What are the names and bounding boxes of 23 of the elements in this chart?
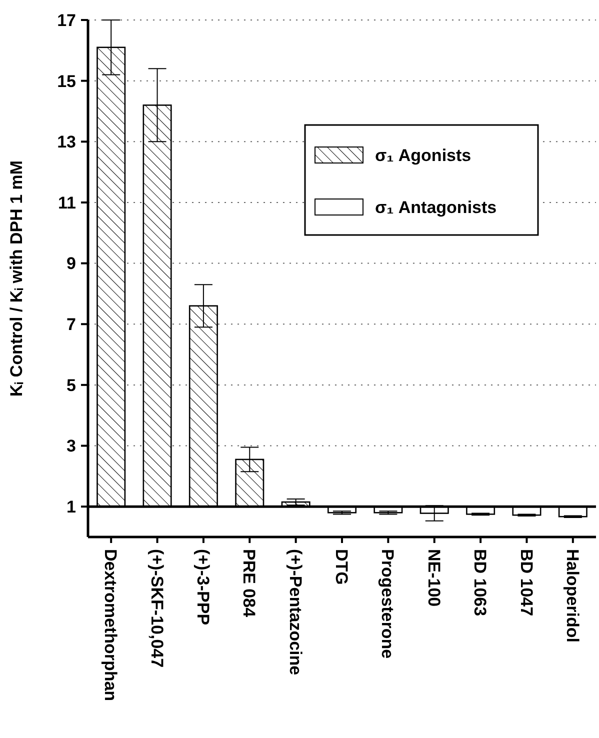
y-tick-label: 11	[58, 193, 76, 212]
x-tick-label: (+)-SKF-10,047	[147, 549, 166, 668]
x-tick-label: PRE 084	[240, 549, 259, 618]
x-tick-label: Haloperidol	[562, 549, 582, 643]
y-tick-label: 15	[57, 72, 76, 91]
x-tick-label: (+)-Pentazocine	[286, 549, 305, 676]
y-tick-label: 17	[57, 10, 76, 30]
y-tick-label: 3	[66, 436, 76, 456]
y-tick-label: 13	[57, 132, 76, 152]
y-tick-label: 7	[66, 315, 76, 334]
x-tick-label: BD 1047	[516, 549, 536, 616]
legend-label: σ₁ Antagonists	[375, 198, 497, 217]
y-tick-label: 1	[66, 498, 76, 517]
y-tick-label: 9	[66, 254, 76, 274]
y-axis-title: Kᵢ Control / Kᵢ with DPH 1 mM	[7, 160, 26, 397]
x-tick-label: Dextromethorphan	[101, 549, 120, 702]
x-tick-label: DTG	[332, 549, 352, 585]
x-tick-label: (+)-3-PPP	[194, 549, 213, 626]
x-tick-label: BD 1063	[470, 549, 490, 616]
x-tick-label: Progesterone	[378, 549, 398, 659]
x-tick-label: NE-100	[424, 549, 444, 607]
legend-label: σ₁ Agonists	[375, 146, 472, 165]
y-tick-label: 5	[66, 376, 76, 395]
